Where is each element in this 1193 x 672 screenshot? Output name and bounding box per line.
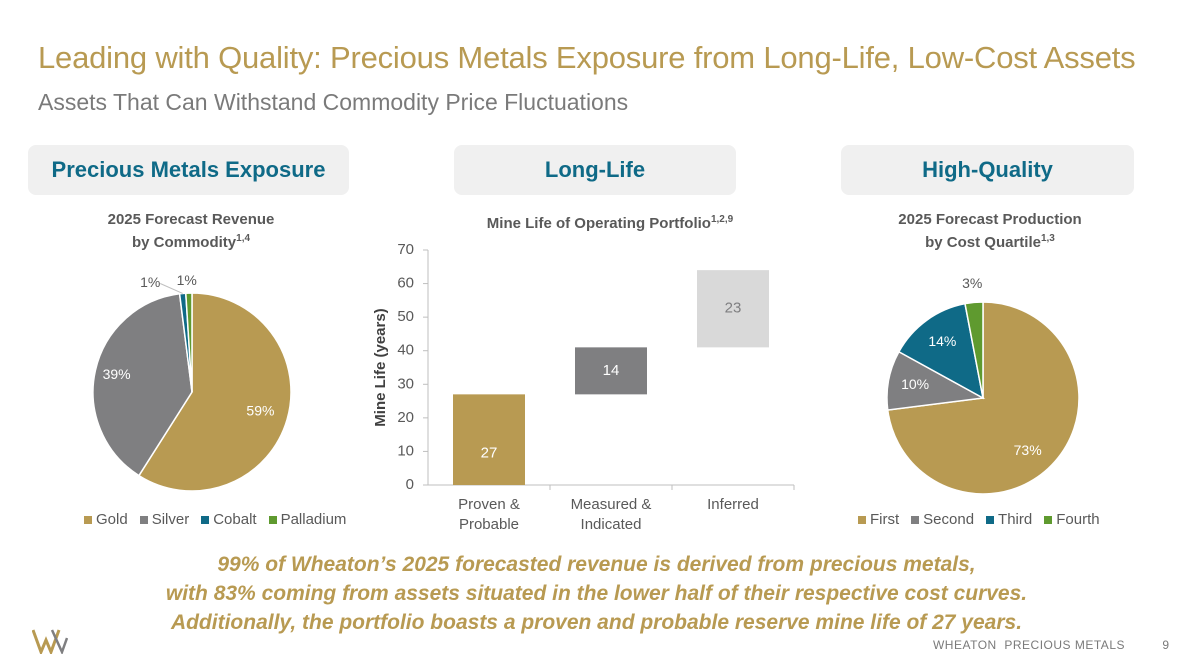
y-tick-label: 40	[397, 342, 414, 359]
legend-item-cobalt: Cobalt	[201, 511, 257, 528]
revenue-slice-silver	[92, 292, 193, 477]
legend-label: Cobalt	[213, 511, 257, 528]
revenue-chart-title-line1: 2025 Forecast Revenue	[107, 211, 275, 228]
y-tick-label: 50	[397, 308, 414, 325]
revenue-chart-title-line2: by Commodity	[131, 234, 237, 251]
brand-name: WHEATON PRECIOUS METALS	[932, 638, 1125, 652]
y-tick-label: 0	[406, 476, 414, 493]
x-tick-label: Inferred	[707, 496, 759, 513]
bar-value-label: 27	[481, 445, 498, 462]
revenue-pie-chart: 59% 39% 1% 1%	[92, 272, 292, 492]
y-tick-label: 20	[397, 409, 414, 426]
section-pill-high-quality: High-Quality	[841, 145, 1134, 195]
legend-label: Silver	[151, 511, 190, 528]
x-tick-label: Probable	[459, 516, 519, 533]
x-tick-label: Indicated	[581, 516, 642, 533]
legend-swatch-first	[858, 515, 866, 524]
revenue-chart-title: 2025 Forecast Revenue by Commodity1,4	[71, 210, 311, 252]
mine-life-chart-title: Mine Life of Operating Portfolio1,2,9	[440, 210, 780, 233]
revenue-chart-footnote: 1,4	[236, 233, 251, 244]
legend-label: Palladium	[280, 511, 347, 528]
page-title: Leading with Quality: Precious Metals Ex…	[38, 40, 1136, 75]
revenue-value-label: 39%	[103, 366, 131, 382]
legend-item-fourth: Fourth	[1044, 511, 1100, 528]
page-number: 9	[1162, 638, 1169, 652]
production-value-label: 14%	[928, 333, 956, 349]
production-slice-fourth	[964, 301, 984, 399]
y-tick-label: 30	[397, 375, 414, 392]
summary-statement: 99% of Wheaton’s 2025 forecasted revenue…	[0, 550, 1193, 637]
summary-line-2: with 83% coming from assets situated in …	[165, 582, 1028, 605]
legend-swatch-palladium	[268, 515, 277, 524]
bar-proven-probable	[453, 394, 525, 485]
production-chart-footnote: 1,3	[1040, 233, 1055, 244]
legend-swatch-silver	[139, 515, 148, 524]
legend-swatch-fourth	[1044, 515, 1053, 524]
y-tick-label: 60	[397, 275, 414, 292]
production-value-label: 3%	[962, 275, 982, 291]
legend-item-second: Second	[911, 511, 974, 528]
legend-swatch-gold	[84, 515, 92, 524]
production-value-label: 73%	[1014, 442, 1042, 458]
mine-life-chart-title-text: Mine Life of Operating Portfolio	[486, 215, 711, 232]
revenue-legend: Gold Silver Cobalt Palladium	[84, 511, 346, 528]
y-tick-label: 70	[397, 241, 414, 258]
revenue-slice-palladium	[184, 292, 193, 393]
bar-inferred	[697, 270, 769, 348]
section-pill-long-life: Long-Life	[454, 145, 736, 195]
mine-life-chart-footnote: 1,2,9	[710, 214, 734, 225]
production-chart-title-line2: by Cost Quartile	[925, 234, 1041, 251]
legend-label: First	[870, 511, 900, 528]
production-pie-chart: 73% 10% 14% 3%	[886, 275, 1080, 495]
production-chart-title-line1: 2025 Forecast Production	[898, 211, 1082, 228]
production-slice-third	[897, 302, 985, 400]
production-value-label: 10%	[901, 376, 929, 392]
revenue-slice-gold	[137, 292, 292, 492]
legend-item-third: Third	[986, 511, 1032, 528]
revenue-value-label: 1%	[140, 274, 160, 290]
revenue-leader-line	[160, 283, 183, 294]
summary-line-3: Additionally, the portfolio boasts a pro…	[170, 611, 1023, 634]
production-chart-title: 2025 Forecast Production by Cost Quartil…	[860, 210, 1120, 252]
production-legend: First Second Third Fourth	[858, 511, 1100, 528]
legend-swatch-third	[986, 515, 995, 524]
x-tick-label: Proven &	[458, 496, 520, 513]
page-subtitle: Assets That Can Withstand Commodity Pric…	[38, 89, 629, 115]
y-tick-label: 10	[397, 442, 414, 459]
legend-label: Second	[923, 511, 975, 528]
summary-line-1: 99% of Wheaton’s 2025 forecasted revenue…	[217, 553, 976, 576]
legend-item-gold: Gold	[84, 511, 128, 528]
revenue-value-label: 59%	[246, 403, 274, 419]
legend-item-palladium: Palladium	[268, 511, 347, 528]
legend-swatch-second	[911, 515, 920, 524]
legend-label: Fourth	[1056, 511, 1100, 528]
bar-value-label: 14	[603, 362, 620, 379]
legend-swatch-cobalt	[201, 515, 210, 524]
bar-measured-indicated	[575, 347, 647, 395]
legend-item-first: First	[858, 511, 899, 528]
x-tick-label: Measured &	[571, 496, 652, 513]
mine-life-bar-chart: 0 10 20 30 40 50 60 70 Mine Life (years) 27 Proven…	[372, 241, 795, 533]
section-pill-precious-metals: Precious Metals Exposure	[28, 145, 349, 195]
wheaton-logo-icon	[32, 629, 68, 654]
legend-label: Third	[998, 511, 1033, 528]
bar-value-label: 23	[725, 300, 742, 317]
legend-item-silver: Silver	[139, 511, 190, 528]
revenue-value-label: 1%	[177, 272, 197, 288]
legend-label: Gold	[96, 511, 128, 528]
y-axis-label: Mine Life (years)	[372, 308, 389, 426]
